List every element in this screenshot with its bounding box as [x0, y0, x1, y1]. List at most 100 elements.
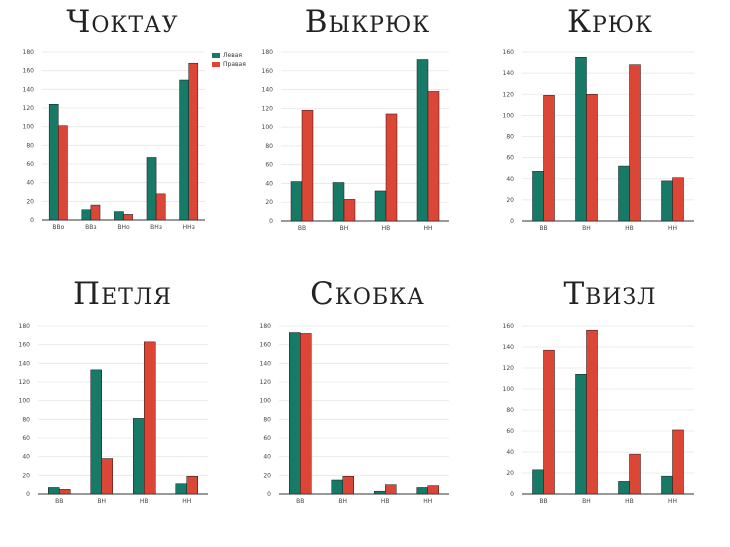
y-tick-label: 140	[503, 70, 515, 77]
bar-right	[301, 109, 314, 222]
y-tick-label: 80	[265, 143, 273, 150]
bar-chart-vykryuk: 0 20 40 60 80 100 120 140 160 180 ВВ ВН НВ НН	[262, 49, 449, 232]
x-tick-label: ННз	[183, 224, 195, 231]
bar-left	[575, 374, 587, 495]
y-tick-label: 180	[19, 323, 31, 330]
y-tick-label: 80	[26, 142, 34, 149]
chart-legend: Левая Правая	[212, 51, 246, 69]
y-tick-label: 40	[506, 449, 514, 456]
x-tick-label: НВ	[625, 498, 634, 505]
bar-left	[90, 369, 102, 495]
y-tick-label: 0	[30, 217, 34, 224]
bar-right	[672, 429, 684, 495]
y-tick-label: 100	[503, 112, 515, 119]
y-tick-label: 120	[503, 365, 515, 372]
y-tick-label: 160	[19, 342, 31, 349]
bar-chart-tvizl: 0 20 40 60 80 100 120 140 160 ВВ ВН НВ НН	[503, 323, 694, 505]
bar-right	[385, 484, 397, 495]
bar-right	[59, 489, 71, 495]
bar-right	[186, 476, 198, 495]
y-tick-label: 40	[263, 454, 271, 461]
x-tick-label: ВНо	[117, 224, 130, 231]
x-tick-label: ВН	[97, 498, 106, 505]
x-tick-label: НН	[668, 225, 677, 232]
x-tick-label: НВ	[625, 225, 634, 232]
bar-right	[123, 214, 133, 221]
bar-right	[586, 94, 598, 222]
y-tick-label: 120	[260, 379, 272, 386]
y-tick-label: 0	[267, 491, 271, 498]
chart-title: Твизл	[563, 276, 657, 312]
x-tick-label: ВВз	[85, 224, 96, 231]
legend-swatch-right	[212, 62, 220, 67]
bar-right	[342, 476, 354, 495]
y-tick-label: 160	[262, 68, 274, 75]
y-tick-label: 100	[19, 398, 31, 405]
y-tick-label: 160	[503, 323, 515, 330]
bar-left	[416, 59, 429, 222]
y-tick-label: 180	[23, 49, 35, 56]
y-tick-label: 80	[506, 407, 514, 414]
y-tick-label: 140	[262, 87, 274, 94]
x-tick-label: НВ	[140, 498, 149, 505]
bar-left	[374, 490, 386, 495]
y-tick-label: 20	[506, 197, 514, 204]
x-tick-label: ВВ	[296, 498, 304, 505]
chart-panel-petlya: Петля 0 20 40 60 80 100 120 140 160 180 ВВ ВН НВ НН	[0, 272, 245, 512]
y-tick-label: 80	[263, 416, 271, 423]
bar-right	[629, 64, 641, 222]
x-tick-label: ВВо	[52, 224, 64, 231]
bar-right	[586, 329, 598, 495]
y-tick-label: 160	[503, 49, 515, 56]
x-tick-label: НВ	[382, 225, 391, 232]
bar-left	[175, 483, 187, 495]
x-tick-label: ВВ	[55, 498, 63, 505]
bar-right	[427, 485, 439, 495]
y-tick-label: 0	[510, 218, 514, 225]
bar-right	[543, 95, 555, 222]
y-tick-label: 40	[265, 180, 273, 187]
chart-title: Скобка	[310, 276, 425, 312]
bar-right	[385, 113, 398, 222]
bar-left	[332, 182, 345, 222]
x-tick-label: НВ	[381, 498, 390, 505]
y-tick-label: 20	[22, 472, 30, 479]
x-tick-label: ВНз	[150, 224, 162, 231]
y-tick-label: 140	[503, 344, 515, 351]
legend-swatch-left	[212, 53, 220, 58]
bar-left	[48, 487, 60, 495]
bar-left	[416, 487, 428, 495]
x-tick-label: НН	[668, 498, 677, 505]
bar-right	[58, 125, 68, 221]
bar-left	[618, 165, 630, 222]
bar-right	[101, 458, 113, 495]
chart-panel-vykryuk: Выкрюк 0 20 40 60 80 100 120 140 160 180 ВВ ВН НВ НН	[245, 0, 490, 235]
y-tick-label: 140	[19, 360, 31, 367]
x-tick-label: НН	[182, 498, 191, 505]
y-tick-label: 0	[510, 491, 514, 498]
bar-left	[618, 481, 630, 495]
bar-right	[155, 193, 166, 221]
legend-label-left: Левая	[223, 52, 243, 59]
y-tick-label: 0	[26, 491, 30, 498]
chart-panel-choktau: Чоктау 0 20 40 60 80 100 120 140 160 180 ВВо ВВз ВНо…	[0, 0, 246, 235]
y-tick-label: 20	[263, 472, 271, 479]
y-tick-label: 40	[26, 180, 34, 187]
y-tick-label: 120	[262, 105, 274, 112]
bar-left	[114, 211, 124, 221]
y-tick-label: 140	[260, 360, 272, 367]
y-tick-label: 20	[506, 470, 514, 477]
y-tick-label: 40	[506, 176, 514, 183]
y-tick-label: 100	[260, 398, 272, 405]
y-tick-label: 120	[19, 379, 31, 386]
x-tick-label: ВВ	[539, 225, 547, 232]
bar-right	[543, 349, 555, 495]
bar-right	[90, 204, 101, 221]
bar-left	[48, 104, 59, 221]
bar-chart-kryuk: 0 20 40 60 80 100 120 140 160 ВВ ВН НВ НН	[503, 49, 694, 232]
bar-right	[188, 62, 199, 221]
x-tick-label: ВН	[338, 498, 347, 505]
y-tick-label: 0	[269, 218, 273, 225]
bar-chart-skobka: 0 20 40 60 80 100 120 140 160 180 ВВ ВН НВ НН	[260, 323, 449, 505]
bar-left	[661, 475, 673, 495]
